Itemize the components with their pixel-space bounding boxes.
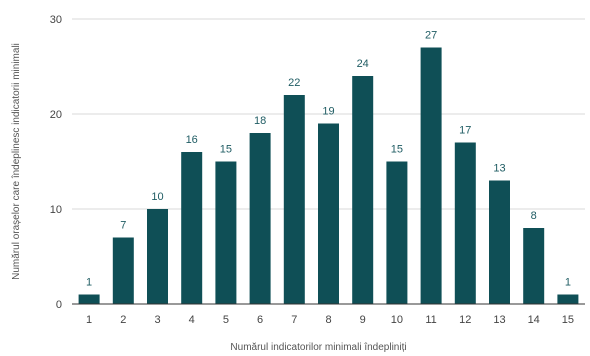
data-label: 13 bbox=[493, 163, 505, 175]
y-tick-label: 20 bbox=[50, 109, 62, 121]
x-tick-label: 15 bbox=[562, 314, 574, 326]
y-tick-label: 10 bbox=[50, 204, 62, 216]
data-label: 18 bbox=[254, 115, 266, 127]
bars bbox=[78, 47, 579, 304]
bar bbox=[147, 209, 168, 304]
x-tick-label: 5 bbox=[223, 314, 229, 326]
x-tick-label: 6 bbox=[257, 314, 263, 326]
data-label: 15 bbox=[220, 144, 232, 156]
bar bbox=[318, 123, 339, 304]
x-tick-label: 2 bbox=[120, 314, 126, 326]
bar bbox=[386, 161, 408, 304]
x-axis-ticks: 1 2 3 4 5 6 7 8 9 10 11 12 13 14 15 bbox=[86, 314, 574, 326]
data-label: 15 bbox=[391, 144, 403, 156]
bar bbox=[78, 294, 100, 304]
bar bbox=[283, 95, 305, 304]
y-tick-label: 30 bbox=[50, 14, 62, 26]
x-tick-label: 7 bbox=[291, 314, 297, 326]
y-axis-title: Numărul orașelor care îndeplinesc indica… bbox=[11, 43, 22, 280]
x-tick-label: 10 bbox=[391, 314, 403, 326]
bar bbox=[420, 47, 442, 304]
x-tick-label: 8 bbox=[325, 314, 331, 326]
bar bbox=[454, 142, 476, 304]
data-label: 16 bbox=[186, 134, 198, 146]
bar bbox=[352, 76, 374, 304]
data-label: 22 bbox=[288, 77, 300, 89]
bar bbox=[557, 294, 579, 304]
x-tick-label: 13 bbox=[493, 314, 505, 326]
y-axis-ticks: 0 10 20 30 bbox=[50, 14, 62, 311]
x-tick-label: 1 bbox=[86, 314, 92, 326]
y-tick-label: 0 bbox=[56, 299, 62, 311]
x-tick-label: 11 bbox=[425, 314, 436, 326]
data-label: 10 bbox=[151, 191, 163, 203]
data-label: 8 bbox=[531, 210, 537, 222]
bar bbox=[215, 161, 237, 304]
x-tick-label: 12 bbox=[459, 314, 471, 326]
bar bbox=[112, 237, 134, 304]
data-label: 19 bbox=[322, 106, 334, 118]
bar bbox=[523, 228, 545, 304]
x-tick-label: 9 bbox=[360, 314, 366, 326]
bar bbox=[489, 180, 510, 304]
x-tick-label: 4 bbox=[189, 314, 195, 326]
data-label: 1 bbox=[565, 277, 571, 289]
bar bbox=[249, 133, 271, 304]
bar bbox=[181, 152, 203, 304]
data-label: 7 bbox=[120, 220, 126, 232]
x-axis-title: Numărul indicatorilor minimali îndeplini… bbox=[230, 342, 406, 353]
data-label: 1 bbox=[86, 277, 92, 289]
data-label: 17 bbox=[459, 125, 471, 137]
x-tick-label: 3 bbox=[154, 314, 160, 326]
x-tick-label: 14 bbox=[528, 314, 540, 326]
data-label: 24 bbox=[357, 58, 369, 70]
data-label: 27 bbox=[425, 30, 437, 42]
